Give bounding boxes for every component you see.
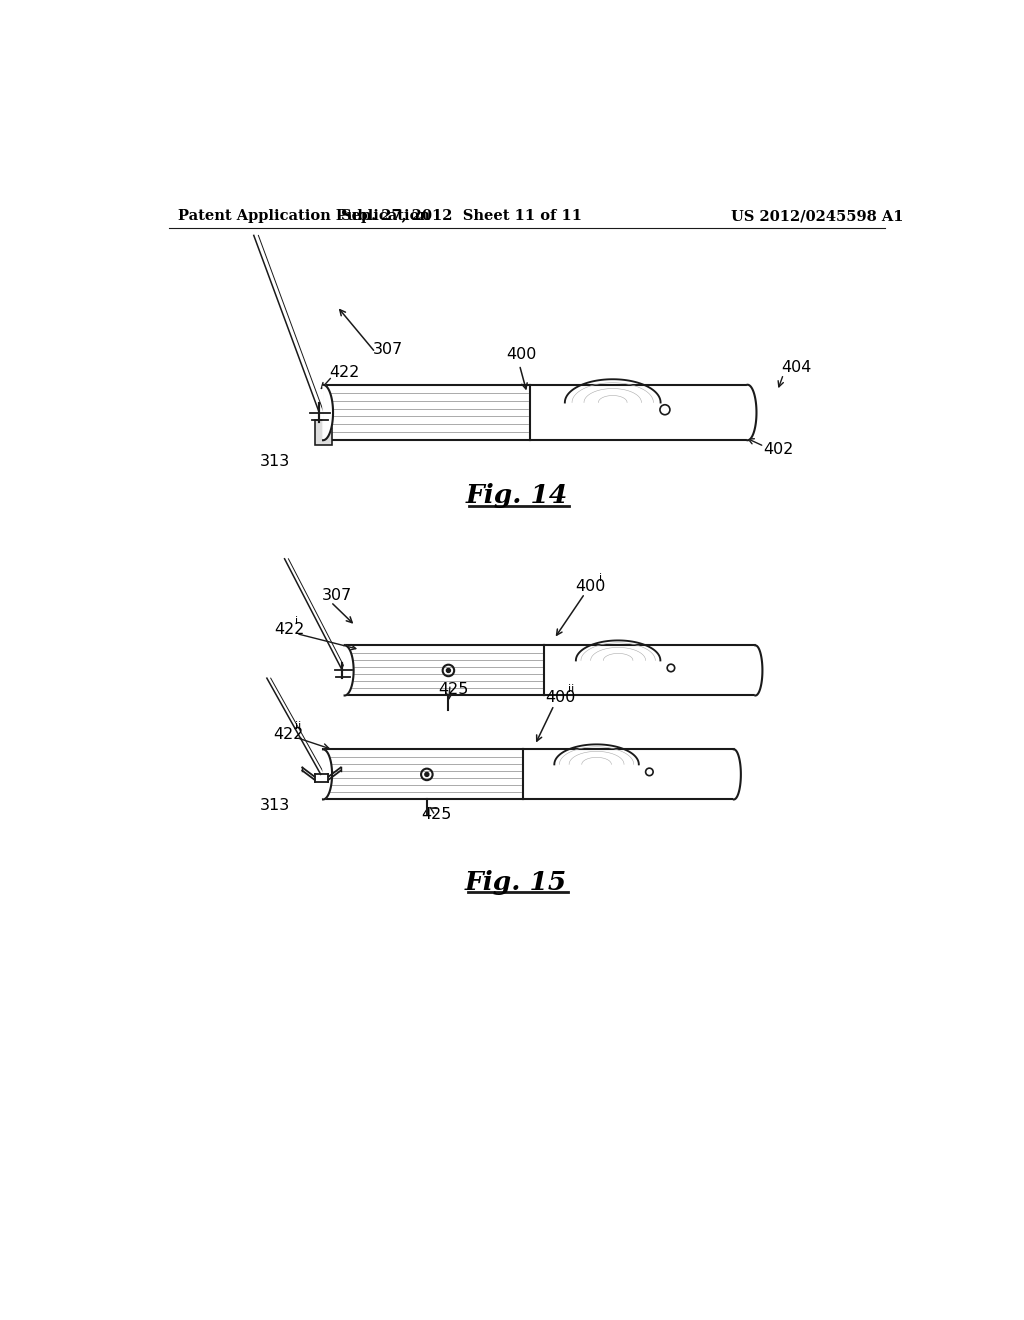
Text: 425: 425	[438, 682, 469, 697]
Text: US 2012/0245598 A1: US 2012/0245598 A1	[731, 209, 903, 223]
Text: ii: ii	[568, 684, 574, 693]
Text: 422: 422	[330, 364, 359, 380]
Text: 307: 307	[322, 589, 352, 603]
Text: 425: 425	[422, 807, 452, 822]
Text: 404: 404	[781, 360, 812, 375]
Text: Patent Application Publication: Patent Application Publication	[178, 209, 430, 223]
Circle shape	[425, 772, 429, 776]
Polygon shape	[748, 385, 757, 441]
Text: 400: 400	[545, 690, 575, 705]
Text: Sep. 27, 2012  Sheet 11 of 11: Sep. 27, 2012 Sheet 11 of 11	[341, 209, 583, 223]
Polygon shape	[734, 750, 740, 800]
Polygon shape	[756, 645, 763, 696]
Bar	[544, 645, 756, 696]
Text: 400: 400	[506, 347, 537, 362]
Text: Fig. 15: Fig. 15	[465, 870, 566, 895]
Text: 422: 422	[273, 622, 304, 638]
Bar	[530, 385, 748, 441]
Text: 313: 313	[260, 797, 290, 813]
Text: 313: 313	[260, 454, 290, 469]
Text: 400: 400	[575, 579, 606, 594]
Text: 307: 307	[373, 342, 403, 356]
Bar	[314, 420, 332, 445]
Bar	[522, 750, 734, 800]
Text: ii: ii	[295, 721, 301, 730]
Text: 422: 422	[273, 727, 303, 742]
Text: 402: 402	[764, 442, 794, 457]
Polygon shape	[323, 750, 332, 800]
Polygon shape	[323, 385, 333, 441]
Text: i: i	[295, 616, 298, 626]
Text: Fig. 14: Fig. 14	[466, 483, 568, 508]
Circle shape	[446, 668, 451, 672]
Text: i: i	[599, 573, 602, 582]
Polygon shape	[345, 645, 353, 696]
